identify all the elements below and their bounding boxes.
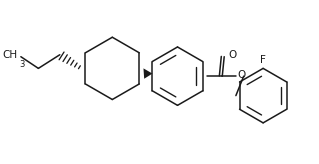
Text: O: O: [228, 50, 236, 60]
Text: O: O: [238, 70, 246, 80]
Text: CH: CH: [3, 50, 18, 60]
Text: F: F: [260, 55, 266, 65]
Polygon shape: [144, 68, 152, 79]
Text: 3: 3: [19, 60, 24, 69]
